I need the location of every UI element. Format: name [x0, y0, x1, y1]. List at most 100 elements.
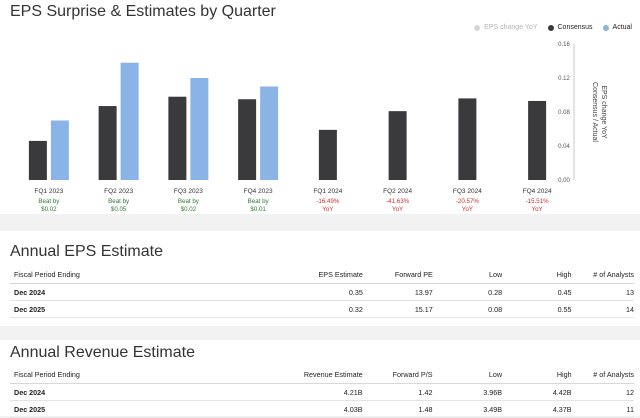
legend-label-actual: Actual [612, 24, 632, 31]
x-tick-label: FQ4 2024 [523, 188, 552, 195]
x-tick-label: FQ2 2024 [383, 188, 412, 195]
col-header[interactable]: # of Analysts [571, 266, 634, 284]
eps-estimate-table: Fiscal Period Ending EPS Estimate Forwar… [10, 266, 634, 318]
legend-dot-consensus [547, 24, 554, 31]
revenue-estimate-table: Fiscal Period Ending Revenue Estimate Fo… [10, 366, 634, 418]
surprise-label-sub: $0.02 [181, 206, 197, 213]
value-cell: 14 [571, 300, 634, 318]
surprise-label-sub: YoY [322, 206, 333, 213]
x-tick-label: FQ3 2024 [453, 188, 482, 195]
consensus-bar[interactable] [388, 111, 407, 180]
y-tick-label: 0.12 [558, 76, 570, 82]
surprise-label: -15.51% [526, 198, 550, 205]
col-header[interactable]: Fiscal Period Ending [10, 366, 263, 384]
value-cell: 3.96B [432, 383, 503, 401]
col-header[interactable]: # of Analysts [571, 366, 634, 384]
consensus-bar[interactable] [168, 96, 187, 180]
legend-label-eps-change: EPS change YoY [484, 24, 538, 31]
value-cell: 4.21B [262, 383, 363, 401]
consensus-bar[interactable] [238, 99, 257, 180]
annual-revenue-panel: Annual Revenue Estimate Fiscal Period En… [0, 340, 640, 418]
value-cell: 4.42B [502, 383, 572, 401]
legend-item-actual[interactable]: Actual [602, 24, 632, 31]
col-header[interactable]: Fiscal Period Ending [10, 266, 297, 284]
value-cell: 12 [571, 383, 634, 401]
value-cell: 11 [571, 400, 634, 418]
value-cell: 1.42 [362, 383, 433, 401]
legend-item-consensus[interactable]: Consensus [547, 24, 593, 31]
surprise-label: Beat by [248, 198, 270, 205]
col-header[interactable]: Low [432, 266, 503, 284]
surprise-label: -20.57% [456, 198, 480, 205]
y-tick-label: 0.00 [558, 178, 570, 184]
x-tick-label: FQ3 2023 [174, 188, 203, 195]
consensus-bar[interactable] [28, 140, 47, 180]
col-header[interactable]: Forward PE [362, 266, 433, 284]
consensus-bar[interactable] [98, 106, 117, 180]
value-cell: 0.32 [296, 300, 363, 318]
period-cell: Dec 2024 [10, 283, 297, 301]
legend-label-consensus: Consensus [557, 24, 593, 31]
surprise-label-sub: $0.01 [250, 206, 266, 213]
value-cell: 0.28 [432, 283, 503, 301]
legend-dot-actual [602, 24, 609, 31]
consensus-bar[interactable] [528, 100, 547, 180]
x-tick-label: FQ1 2024 [313, 188, 342, 195]
actual-bar[interactable] [120, 62, 139, 181]
surprise-label: -16.49% [316, 198, 340, 205]
surprise-label-sub: $0.05 [111, 206, 127, 213]
chart-legend: EPS change YoY Consensus Actual [474, 24, 632, 31]
surprise-label: Beat by [38, 198, 60, 205]
value-cell: 13.97 [362, 283, 433, 301]
period-cell: Dec 2025 [10, 300, 297, 318]
right-axis-label-line: EPS change YoY [600, 85, 607, 139]
col-header[interactable]: Revenue Estimate [262, 366, 363, 384]
period-cell: Dec 2024 [10, 383, 263, 401]
y-tick-label: 0.16 [558, 42, 570, 48]
table-row: Dec 2024 4.21B 1.42 3.96B 4.42B 12 [10, 383, 634, 401]
surprise-label-sub: YoY [532, 206, 543, 213]
col-header[interactable]: Forward P/S [362, 366, 433, 384]
eps-section-title: Annual EPS Estimate [10, 243, 163, 260]
y-tick-label: 0.08 [558, 110, 570, 116]
table-row: Dec 2025 4.03B 1.48 3.49B 4.37B 11 [10, 400, 634, 418]
col-header[interactable]: EPS Estimate [296, 266, 363, 284]
right-axis-label-line: Consensus / Actual [591, 82, 598, 142]
consensus-bar[interactable] [318, 129, 337, 180]
value-cell: 0.55 [502, 300, 572, 318]
table-header-row: Fiscal Period Ending EPS Estimate Forwar… [10, 266, 634, 284]
legend-dot-eps-change [474, 24, 481, 31]
legend-item-eps-change[interactable]: EPS change YoY [474, 24, 538, 31]
col-header[interactable]: High [502, 366, 572, 384]
eps-surprise-panel: EPS Surprise & Estimates by Quarter EPS … [0, 0, 640, 214]
x-tick-label: FQ1 2023 [34, 188, 63, 195]
consensus-bar[interactable] [458, 98, 477, 180]
surprise-label: Beat by [178, 198, 200, 205]
value-cell: 15.17 [362, 300, 433, 318]
annual-eps-panel: Annual EPS Estimate Fiscal Period Ending… [0, 231, 640, 326]
surprise-label: Beat by [108, 198, 130, 205]
revenue-section-title: Annual Revenue Estimate [10, 344, 195, 361]
actual-bar[interactable] [260, 86, 279, 181]
value-cell: 0.45 [502, 283, 572, 301]
table-row: Dec 2025 0.32 15.17 0.08 0.55 14 [10, 300, 634, 318]
x-tick-label: FQ2 2023 [104, 188, 133, 195]
col-header[interactable]: High [502, 266, 572, 284]
col-header[interactable]: Low [432, 366, 503, 384]
period-cell: Dec 2025 [10, 400, 263, 418]
value-cell: 1.48 [362, 400, 433, 418]
surprise-label-sub: YoY [462, 206, 473, 213]
y-tick-label: 0.04 [558, 144, 570, 150]
surprise-label: -41.63% [386, 198, 410, 205]
chart-title: EPS Surprise & Estimates by Quarter [10, 3, 276, 20]
value-cell: 13 [571, 283, 634, 301]
surprise-label-sub: $0.02 [41, 206, 57, 213]
value-cell: 4.37B [502, 400, 572, 418]
actual-bar[interactable] [50, 120, 69, 181]
actual-bar[interactable] [190, 78, 209, 180]
table-header-row: Fiscal Period Ending Revenue Estimate Fo… [10, 366, 634, 384]
table-row: Dec 2024 0.35 13.97 0.28 0.45 13 [10, 283, 634, 301]
value-cell: 3.49B [432, 400, 503, 418]
right-axis-label: EPS change YoYConsensus / Actual [591, 82, 607, 142]
